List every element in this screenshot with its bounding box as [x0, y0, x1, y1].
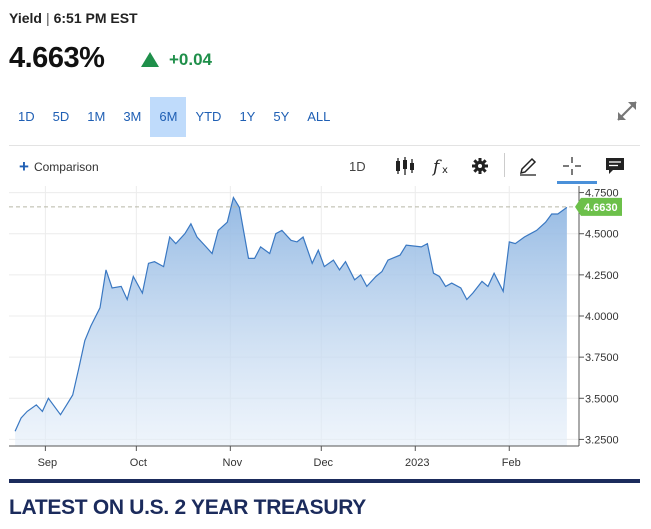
last-value-badge — [575, 197, 622, 216]
x-tick-label: Sep — [38, 457, 58, 469]
quote-type-label: Yield — [9, 10, 42, 26]
y-tick-label: 3.5000 — [585, 393, 619, 405]
range-tab-5d[interactable]: 5D — [52, 109, 70, 124]
crosshair-icon[interactable] — [561, 155, 583, 177]
toolbar-divider — [9, 145, 640, 146]
quote-header: Yield | 6:51 PM EST — [9, 10, 138, 26]
toolbar-separator — [504, 153, 505, 177]
svg-text:f: f — [431, 157, 442, 177]
fx-icon[interactable]: f x — [431, 155, 453, 177]
comparison-label: Comparison — [33, 160, 99, 174]
series-line — [14, 195, 568, 432]
range-tab-ytd[interactable]: YTD — [195, 109, 222, 124]
header-separator: | — [45, 10, 50, 26]
chart-area-fill — [15, 197, 567, 446]
range-tab-5y[interactable]: 5Y — [273, 109, 290, 124]
gear-icon[interactable] — [469, 155, 491, 177]
y-tick-label: 4.5000 — [585, 229, 619, 241]
comparison-button[interactable]: + Comparison — [19, 157, 99, 176]
last-value-label: 4.6630 — [584, 202, 618, 214]
range-tab-1m[interactable]: 1M — [87, 109, 106, 124]
x-tick-label: 2023 — [405, 457, 429, 469]
comment-icon[interactable] — [604, 155, 626, 177]
last-price: 4.663% — [9, 42, 105, 74]
y-tick-label: 3.7500 — [585, 352, 619, 364]
x-tick-label: Feb — [502, 457, 521, 469]
y-tick-label: 4.0000 — [585, 311, 619, 323]
y-tick-label: 4.7500 — [585, 188, 619, 200]
yield-chart[interactable]: 4.7500 4.5000 4.2500 4.0000 3.7500 3.5000 3.25… — [0, 186, 651, 476]
range-tab-1y[interactable]: 1Y — [239, 109, 256, 124]
y-tick-label: 4.2500 — [585, 270, 619, 282]
price-change: +0.04 — [169, 50, 213, 69]
interval-selector[interactable]: 1D — [349, 159, 366, 174]
y-tick-label: 3.2500 — [585, 434, 619, 446]
range-tab-1d[interactable]: 1D — [18, 109, 35, 124]
active-tool-indicator — [557, 181, 597, 184]
section-divider — [9, 479, 640, 483]
range-tab-all[interactable]: ALL — [307, 109, 331, 124]
pencil-icon[interactable] — [517, 155, 539, 177]
x-tick-label: Nov — [223, 457, 243, 469]
candlestick-icon[interactable] — [394, 155, 416, 177]
x-tick-label: Oct — [130, 457, 147, 469]
range-tab-6m[interactable]: 6M — [150, 97, 187, 137]
svg-text:x: x — [442, 165, 448, 176]
plus-icon: + — [19, 157, 29, 176]
up-arrow-icon — [141, 52, 159, 67]
section-title: LATEST ON U.S. 2 YEAR TREASURY — [9, 496, 366, 519]
range-tabs: 1D 5D 1M 3M 6M YTD 1Y 5Y ALL — [9, 97, 339, 137]
x-tick-label: Dec — [314, 457, 334, 469]
quote-timestamp: 6:51 PM EST — [53, 10, 138, 26]
range-tab-3m[interactable]: 3M — [123, 109, 142, 124]
expand-icon[interactable] — [614, 98, 640, 124]
